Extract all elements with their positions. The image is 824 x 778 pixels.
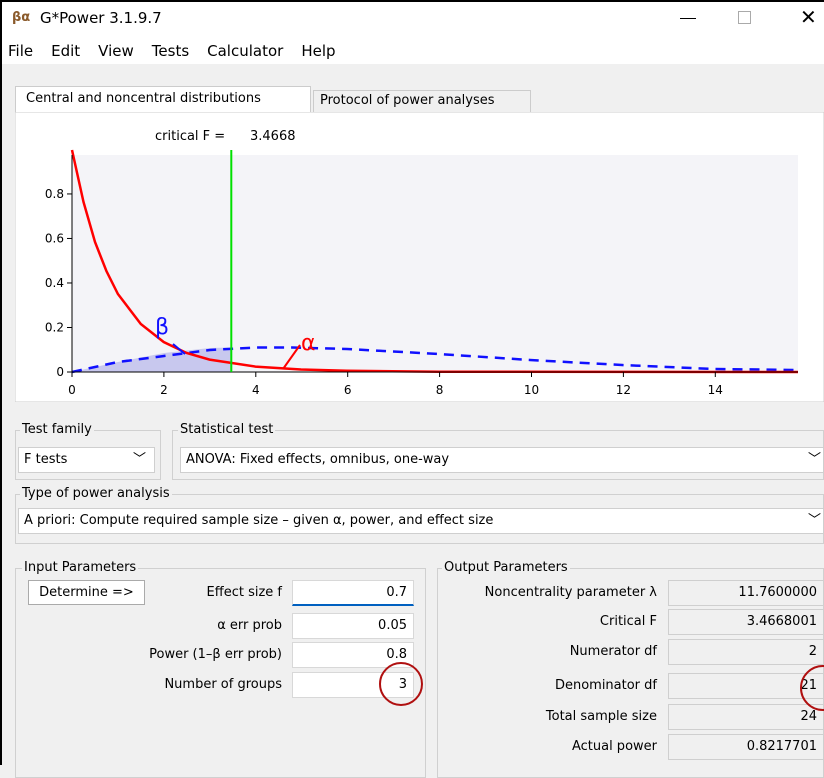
y-tick-label: 0.4	[45, 276, 64, 290]
statistical-test-combo[interactable]: ANOVA: Fixed effects, omnibus, one-way ﹀	[180, 447, 824, 473]
x-tick-label: 6	[344, 383, 352, 397]
window-border	[0, 0, 2, 765]
x-tick-label: 4	[252, 383, 260, 397]
title-bar	[0, 0, 824, 38]
x-tick-label: 12	[616, 383, 631, 397]
output-field: 0.8217701	[668, 734, 824, 760]
group-label: Output Parameters	[442, 560, 570, 575]
group-label: Input Parameters	[22, 560, 139, 575]
y-tick-label: 0.6	[45, 231, 64, 245]
output-label: Noncentrality parameter λ	[484, 585, 657, 600]
tab-active[interactable]: Central and noncentral distributions	[15, 86, 311, 112]
tab[interactable]: Protocol of power analyses	[313, 90, 531, 112]
menu-item[interactable]: Tests	[151, 42, 190, 60]
input-field[interactable]: 0.8	[292, 642, 414, 668]
x-tick-label: 2	[160, 383, 168, 397]
group-label: Test family	[20, 422, 94, 437]
plot-area	[72, 155, 798, 372]
combo-value: ANOVA: Fixed effects, omnibus, one-way	[186, 452, 450, 467]
beta-label: β	[155, 315, 169, 340]
menu-item[interactable]: File	[8, 42, 34, 60]
determine-button[interactable]: Determine =>	[28, 580, 145, 605]
output-label: Total sample size	[545, 709, 657, 724]
menu-bar	[2, 38, 824, 64]
y-tick-label: 0	[56, 365, 64, 379]
output-label: Denominator df	[554, 678, 657, 693]
output-label: Actual power	[571, 739, 657, 754]
minimize-button[interactable]	[680, 18, 696, 19]
output-field: 3.4668001	[668, 609, 824, 635]
critical-label: critical F =	[155, 129, 225, 144]
group-label: Statistical test	[178, 422, 276, 437]
output-label: Critical F	[599, 614, 657, 629]
y-tick-label: 0.8	[45, 187, 64, 201]
alpha-pointer	[282, 344, 301, 370]
combo-value: A priori: Compute required sample size –…	[24, 513, 494, 528]
power-analysis-combo[interactable]: A priori: Compute required sample size –…	[18, 508, 824, 534]
central-curve	[70, 149, 799, 374]
input-label: α err prob	[217, 618, 282, 633]
input-field[interactable]: 0.7	[292, 580, 414, 606]
plot-panel: β α critical F = 3.4668 0 2 4 6 8 10 12 14 0 0.2 0…	[15, 112, 824, 402]
input-field[interactable]: 0.05	[292, 613, 414, 639]
combo-value: F tests	[24, 452, 68, 467]
menu-item[interactable]: View	[98, 42, 134, 60]
menu-item[interactable]: Help	[301, 42, 336, 60]
menu: File Edit View Tests Calculator Help	[8, 42, 336, 60]
critical-value: 3.4668	[250, 129, 296, 144]
input-label: Power (1–β err prob)	[149, 647, 282, 662]
x-tick-label: 10	[524, 383, 539, 397]
maximize-button[interactable]	[738, 11, 751, 24]
x-tick-label: 8	[436, 383, 444, 397]
output-label: Numerator df	[569, 644, 657, 659]
x-tick-label: 14	[708, 383, 723, 397]
app-icon: βα	[12, 10, 31, 25]
input-label: Effect size f	[206, 585, 282, 600]
x-tick-label: 0	[68, 383, 76, 397]
close-button[interactable]: ✕	[800, 5, 817, 29]
alpha-label: α	[301, 331, 316, 356]
output-field: 24	[668, 704, 824, 730]
menu-item[interactable]: Calculator	[207, 42, 284, 60]
output-field: 2	[668, 639, 824, 665]
output-field: 11.7600000	[668, 580, 824, 606]
menu-item[interactable]: Edit	[51, 42, 81, 60]
input-label: Number of groups	[164, 677, 282, 692]
test-family-combo[interactable]: F tests ﹀	[18, 447, 155, 473]
noncentral-curve	[71, 346, 799, 374]
y-tick-label: 0.2	[45, 320, 64, 334]
beta-pointer	[172, 343, 186, 355]
window-title: G*Power 3.1.9.7	[40, 9, 162, 27]
group-label: Type of power analysis	[20, 486, 172, 501]
highlight-circle	[379, 662, 423, 706]
